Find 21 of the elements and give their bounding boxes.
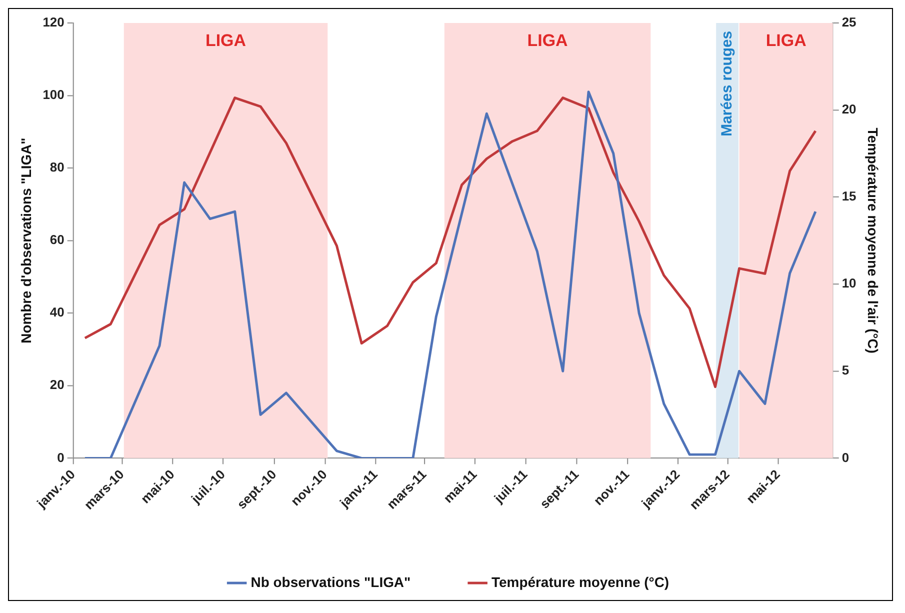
y-tick-label: 20 [50,377,64,392]
band-label: LIGA [206,31,246,50]
y2-axis-title: Température moyenne de l'air (°C) [864,128,881,354]
y-tick-label: 60 [50,232,64,248]
y-tick-label: 120 [42,14,64,30]
band-label: LIGA [527,31,568,50]
y2-tick-label: 10 [842,276,856,291]
y-tick-label: 40 [50,304,64,320]
y2-tick-label: 20 [842,102,856,117]
y-tick-label: 0 [57,450,64,465]
y2-tick-label: 0 [842,450,850,465]
legend-label: Nb observations "LIGA" [250,574,411,590]
y2-tick-label: 15 [842,188,856,204]
band-label: LIGA [766,31,806,50]
y2-tick-label: 5 [842,362,850,378]
y-tick-label: 100 [42,87,64,102]
band-label: Marées rouges [718,30,736,136]
legend-label: Température moyenne (°C) [492,574,670,590]
y-tick-label: 80 [50,160,64,175]
y2-tick-label: 25 [842,14,856,30]
y-axis-title: Nombre d'observations "LIGA" [18,138,34,344]
